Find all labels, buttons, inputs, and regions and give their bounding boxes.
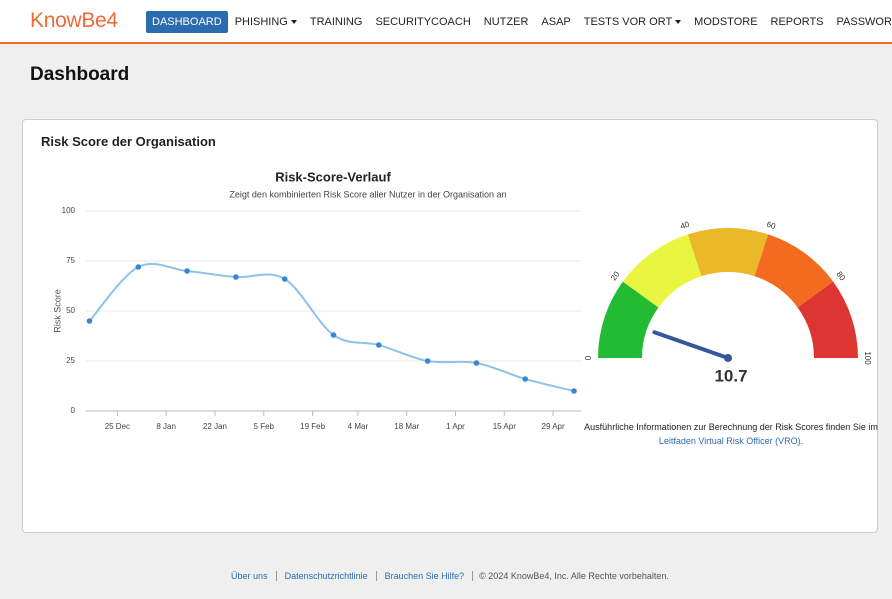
gauge-band xyxy=(754,234,834,308)
gauge-tick-label: 60 xyxy=(765,220,777,231)
nav-item[interactable]: PHISHING xyxy=(229,11,303,33)
footer-link[interactable]: Über uns xyxy=(231,571,268,581)
gauge-needle xyxy=(652,330,730,360)
info-link[interactable]: Leitfaden Virtual Risk Officer (VRO) xyxy=(658,436,801,446)
data-point xyxy=(184,268,190,274)
top-nav: KnowBe4 DASHBOARD PHISHING TRAINING SECURIT… xyxy=(0,0,892,44)
x-tick-label: 15 Apr xyxy=(493,422,516,431)
x-tick-label: 19 Feb xyxy=(300,422,325,431)
gauge-band xyxy=(598,281,659,358)
nav-label: REPORTS xyxy=(770,16,824,28)
dropdown-caret xyxy=(675,20,682,25)
y-tick-label: 100 xyxy=(62,206,76,215)
gauge-tick-label: 100 xyxy=(863,351,872,365)
x-tick-label: 4 Mar xyxy=(348,422,369,431)
data-point xyxy=(233,274,239,280)
x-tick-label: 18 Mar xyxy=(394,422,419,431)
info-text: Ausführliche Informationen zur Berechnun… xyxy=(583,420,879,448)
y-axis-label: Risk Score xyxy=(52,289,62,333)
nav-label: PASSWORDIQ xyxy=(836,16,892,28)
data-point xyxy=(522,376,529,382)
nav-item[interactable]: PASSWORDIQ xyxy=(831,11,892,33)
y-tick-label: 50 xyxy=(66,306,75,315)
gauge-band xyxy=(622,234,702,308)
data-point xyxy=(473,360,480,366)
gauge-tick-label: 0 xyxy=(584,355,593,360)
nav-item[interactable]: MODSTORE xyxy=(688,11,763,33)
x-tick-label: 8 Jan xyxy=(156,422,176,431)
nav-label: TRAINING xyxy=(309,16,363,28)
gauge-tick-label: 40 xyxy=(679,220,691,231)
card: Risk Score der Organisation Risk-Score-V… xyxy=(22,119,878,533)
nav-items: DASHBOARD PHISHING TRAINING SECURITYCOACH NU… xyxy=(146,11,892,33)
x-tick-label: 22 Jan xyxy=(203,422,227,431)
nav-item[interactable]: REPORTS xyxy=(765,11,830,33)
footer-link[interactable]: Datenschutzrichtlinie xyxy=(275,571,376,581)
nav-item[interactable]: DASHBOARD xyxy=(146,11,228,33)
data-point xyxy=(376,342,382,348)
charts: Risk-Score-Verlauf Zeigt den kombinierten… xyxy=(52,169,872,431)
gauge-tick-label: 20 xyxy=(609,269,622,282)
data-point xyxy=(86,318,93,324)
nav-label: DASHBOARD xyxy=(152,16,222,28)
logo[interactable]: KnowBe4 xyxy=(30,9,118,32)
x-tick-label: 5 Feb xyxy=(254,422,275,431)
card-title: Risk Score der Organisation xyxy=(41,134,216,149)
nav-item[interactable]: TESTS VOR ORT xyxy=(578,11,687,33)
x-tick-label: 25 Dec xyxy=(105,422,130,431)
info-text: Ausführliche Informationen zur Berechnun… xyxy=(584,422,878,432)
nav-item[interactable]: ASAP xyxy=(535,11,576,33)
chart-subtitle: Zeigt den kombinierten Risk Score aller … xyxy=(229,189,506,199)
info-end: . xyxy=(800,436,804,446)
x-tick-label: 29 Apr xyxy=(542,422,565,431)
y-tick-label: 0 xyxy=(71,406,76,415)
dropdown-caret xyxy=(290,20,297,25)
data-point xyxy=(135,264,142,270)
y-tick-label: 25 xyxy=(66,356,75,365)
nav-label: TESTS VOR ORT xyxy=(583,16,673,28)
nav-label: MODSTORE xyxy=(694,16,758,28)
nav-label: SECURITYCOACH xyxy=(375,16,471,28)
x-tick-label: 1 Apr xyxy=(446,422,465,431)
footer-link[interactable]: Brauchen Sie Hilfe? xyxy=(375,571,473,581)
series-line xyxy=(88,262,575,392)
chart-title: Risk-Score-Verlauf xyxy=(275,169,391,184)
data-point xyxy=(330,332,337,338)
nav-label: ASAP xyxy=(541,16,571,28)
nav-item[interactable]: SECURITYCOACH xyxy=(369,11,476,33)
gauge-tick-label: 80 xyxy=(835,270,848,283)
gauge-band xyxy=(687,228,769,277)
page-title: Dashboard xyxy=(30,64,130,85)
gauge-value: 10.7 xyxy=(714,366,747,385)
y-tick-label: 75 xyxy=(66,256,75,265)
data-point xyxy=(281,276,288,282)
needle-hub xyxy=(724,354,732,362)
gauge-band xyxy=(797,281,858,358)
copyright: © 2024 KnowBe4, Inc. Alle Rechte vorbeha… xyxy=(472,571,669,581)
data-point xyxy=(424,358,431,364)
nav-label: PHISHING xyxy=(234,16,288,28)
nav-item[interactable]: NUTZER xyxy=(478,11,535,33)
nav-item[interactable]: TRAINING xyxy=(304,11,369,33)
nav-label: NUTZER xyxy=(483,16,529,28)
footer: Über uns Datenschutzrichtlinie Brauchen Si… xyxy=(0,571,892,581)
data-point xyxy=(571,388,577,394)
